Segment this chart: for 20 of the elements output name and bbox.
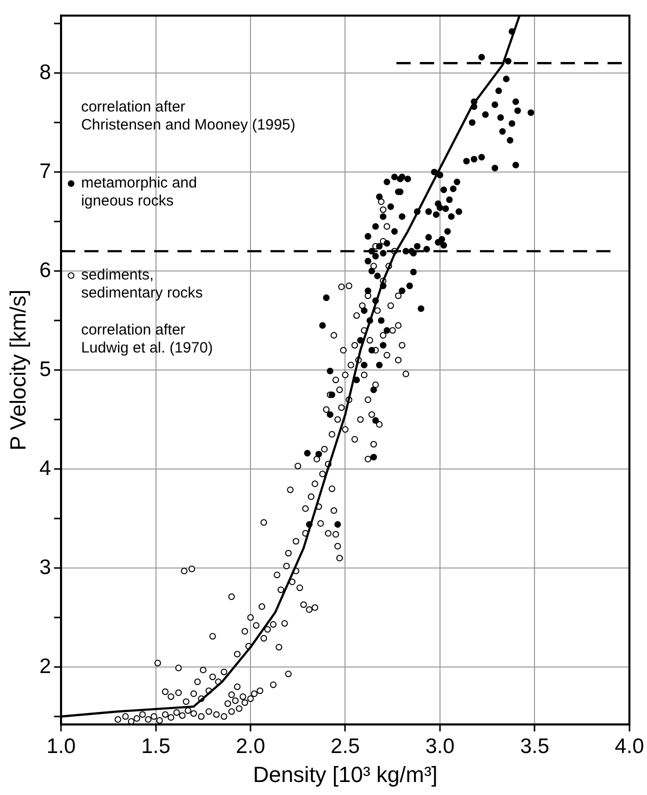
- legend-label: sediments, sedimentary rocks: [81, 266, 203, 302]
- x-tick-label: 1.0: [46, 734, 76, 758]
- annotation: correlation after Christensen and Mooney (1995): [81, 98, 296, 134]
- y-axis-title: P Velocity [km/s]: [5, 290, 30, 450]
- x-tick-label: 2.0: [236, 734, 266, 758]
- annotation: correlation after Ludwig et al. (1970): [81, 322, 213, 357]
- x-tick-label: 2.5: [330, 734, 360, 758]
- y-tick-label: 2: [39, 654, 52, 678]
- x-tick-label: 3.0: [425, 734, 455, 758]
- x-tick-label: 4.0: [614, 734, 644, 758]
- y-tick-label: 5: [39, 358, 52, 381]
- y-tick-label: 3: [39, 556, 52, 579]
- y-tick-label: 8: [39, 60, 52, 84]
- x-tick-label: 3.5: [520, 734, 550, 758]
- x-axis-title: Density [10³ kg/m³]: [252, 762, 438, 787]
- y-tick-label: 4: [39, 456, 52, 480]
- y-tick-label: 7: [39, 160, 52, 183]
- x-tick-label: 1.5: [141, 734, 170, 758]
- y-tick-label: 6: [39, 258, 52, 282]
- legend-label: metamorphic and igneous rocks: [81, 174, 197, 210]
